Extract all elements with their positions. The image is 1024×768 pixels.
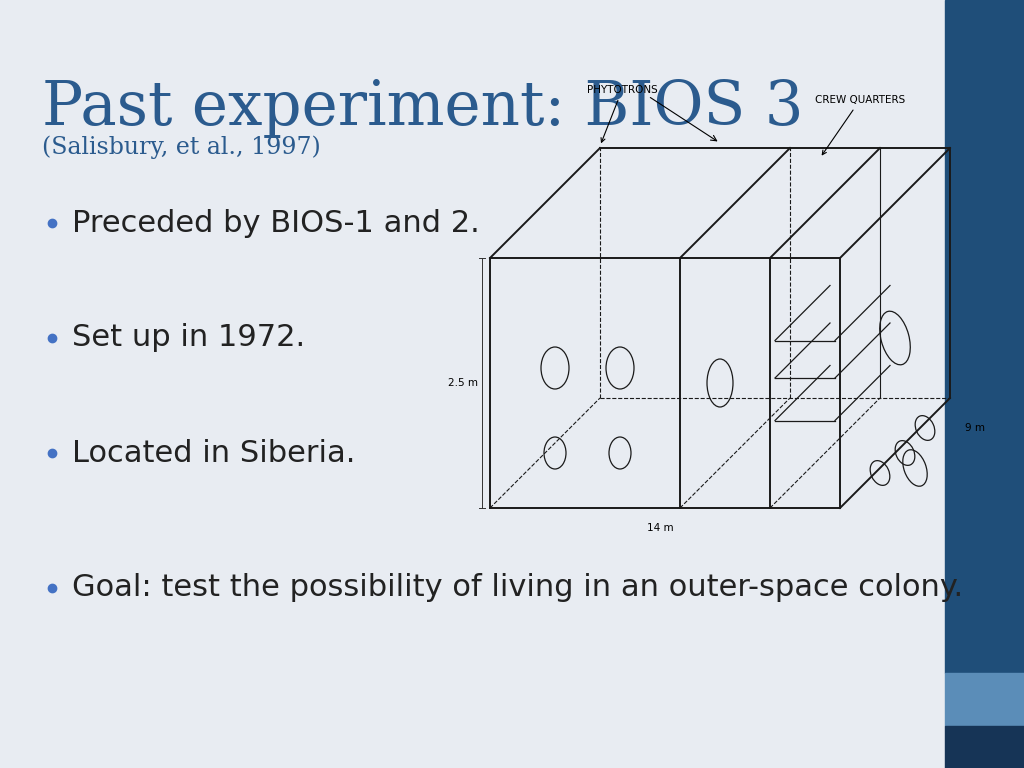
Bar xyxy=(945,0,1024,673)
Text: 2.5 m: 2.5 m xyxy=(449,378,478,388)
Text: Preceded by BIOS-1 and 2.: Preceded by BIOS-1 and 2. xyxy=(72,208,480,237)
Text: PHYTOTRONS: PHYTOTRONS xyxy=(587,85,657,142)
Text: 14 m: 14 m xyxy=(647,523,674,533)
Text: Located in Siberia.: Located in Siberia. xyxy=(72,439,355,468)
Text: (Salisbury, et al., 1997): (Salisbury, et al., 1997) xyxy=(42,135,321,158)
Text: 9 m: 9 m xyxy=(965,423,985,433)
Bar xyxy=(945,726,1024,768)
Text: Past experiment: BIOS 3: Past experiment: BIOS 3 xyxy=(42,78,804,138)
Bar xyxy=(945,673,1024,726)
Text: CREW QUARTERS: CREW QUARTERS xyxy=(815,95,905,154)
Text: Goal: test the possibility of living in an outer-space colony.: Goal: test the possibility of living in … xyxy=(72,574,964,603)
Text: Set up in 1972.: Set up in 1972. xyxy=(72,323,305,353)
